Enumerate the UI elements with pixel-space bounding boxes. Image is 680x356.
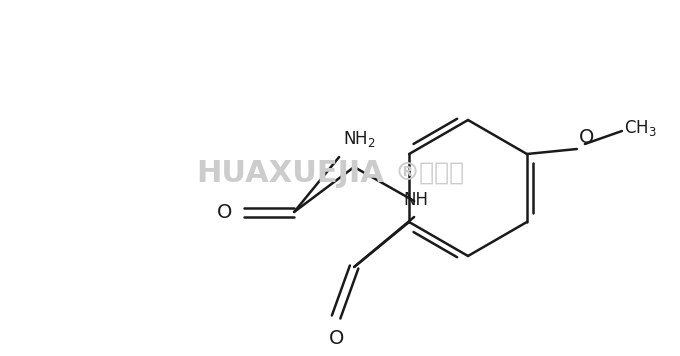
Text: ®化学加: ®化学加 — [395, 161, 465, 185]
Text: CH$_3$: CH$_3$ — [624, 118, 657, 138]
Text: NH: NH — [404, 191, 428, 209]
Text: HUAXUEJIA: HUAXUEJIA — [196, 158, 384, 188]
Text: O: O — [217, 203, 232, 221]
Text: O: O — [579, 128, 594, 147]
Text: O: O — [328, 329, 344, 348]
Text: NH$_2$: NH$_2$ — [343, 129, 376, 149]
